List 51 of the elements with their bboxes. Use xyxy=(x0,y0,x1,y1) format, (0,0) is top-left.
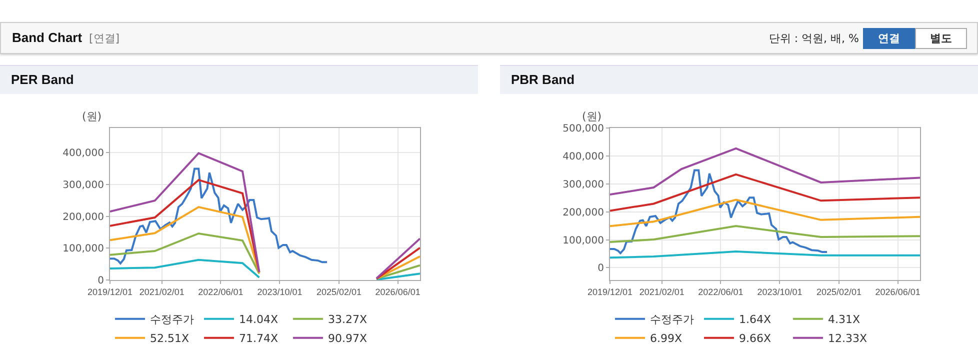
x-tick-label: 2021/02/01 xyxy=(139,286,184,297)
x-tick-label: 2023/10/01 xyxy=(257,286,302,297)
x-tick-label: 2026/06/01 xyxy=(375,286,420,297)
legend-label: 90.97X xyxy=(328,332,368,346)
y-axis-title: (원) xyxy=(82,110,102,123)
y-tick-label: 300,000 xyxy=(62,180,104,191)
text: [연결] xyxy=(89,31,120,46)
y-tick-label: 400,000 xyxy=(62,148,104,160)
x-tick-label: 2026/06/01 xyxy=(875,286,920,297)
line-series xyxy=(110,168,328,264)
x-tick-label: 2022/06/01 xyxy=(698,286,744,297)
y-tick-label: 100,000 xyxy=(562,235,604,246)
legend-label: 12.33X xyxy=(828,332,868,346)
x-tick-label: 2025/02/01 xyxy=(816,286,862,297)
legend-label: 6.99X xyxy=(650,332,682,346)
line-series xyxy=(610,198,920,228)
x-tick-label: 2019/12/01 xyxy=(87,286,133,297)
legend-label: 9.66X xyxy=(739,332,772,346)
text: 단위 : 억원, 배, % xyxy=(768,31,859,46)
x-tick-label: 2021/02/01 xyxy=(639,286,684,297)
y-tick-label: 200,000 xyxy=(562,207,604,218)
y-tick-label: 500,000 xyxy=(562,124,604,134)
y-tick-label: 0 xyxy=(98,276,104,286)
y-axis-title: (원) xyxy=(582,110,602,123)
legend-label: 수정주가 xyxy=(650,313,694,326)
text: 별도 xyxy=(915,28,967,49)
legend-label: 14.04X xyxy=(239,313,278,326)
legend-label: 4.31X xyxy=(828,313,860,326)
y-tick-label: 300,000 xyxy=(562,179,604,190)
line-series xyxy=(610,225,920,243)
x-tick-label: 2022/06/01 xyxy=(198,286,244,297)
y-tick-label: 400,000 xyxy=(562,151,604,162)
chart-title: PER Band xyxy=(0,65,478,94)
text: Band Chart xyxy=(12,30,82,45)
y-tick-label: 100,000 xyxy=(62,244,104,255)
line-series xyxy=(610,147,920,196)
x-tick-label: 2019/12/01 xyxy=(587,286,633,297)
legend-label: 수정주가 xyxy=(150,313,194,326)
x-tick-label: 2023/10/01 xyxy=(757,286,802,297)
x-tick-label: 2025/02/01 xyxy=(316,286,362,297)
legend-label: 33.27X xyxy=(328,313,368,326)
y-tick-label: 200,000 xyxy=(62,212,104,223)
chart-title: PBR Band xyxy=(500,65,978,94)
legend-label: 1.64X xyxy=(739,313,772,326)
line-series xyxy=(610,250,920,259)
legend-label: 71.74X xyxy=(239,332,278,346)
line-series xyxy=(610,169,828,254)
line-series xyxy=(610,173,920,212)
y-tick-label: 0 xyxy=(598,263,604,274)
legend-label: 52.51X xyxy=(150,332,190,346)
text: 연결 xyxy=(863,28,915,49)
